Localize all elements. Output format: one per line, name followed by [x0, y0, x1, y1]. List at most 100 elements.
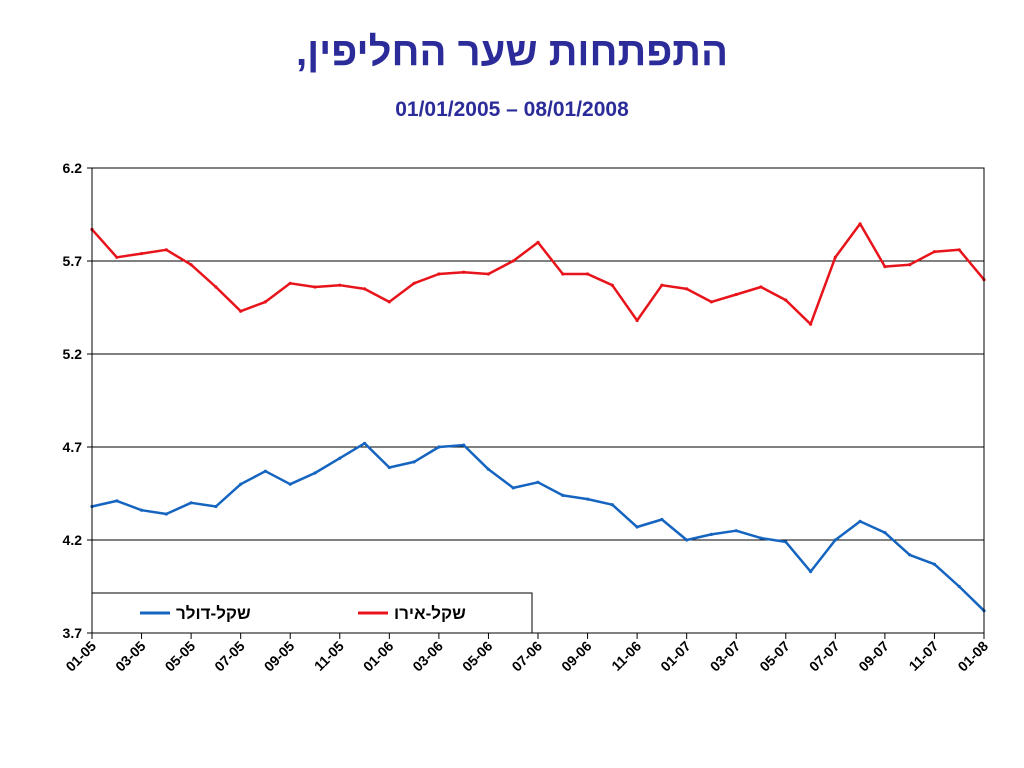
data-point — [189, 501, 193, 505]
data-point — [462, 443, 466, 447]
data-point — [610, 283, 614, 287]
series-line-0 — [91, 222, 985, 326]
data-point — [709, 300, 714, 304]
data-point — [784, 540, 788, 544]
x-tick-label: 07-05 — [211, 638, 248, 675]
data-point — [586, 497, 590, 501]
data-point — [759, 285, 763, 289]
x-tick-label: 01-08 — [954, 638, 991, 675]
data-point — [833, 255, 837, 259]
data-point — [164, 248, 168, 252]
chart-title: התפתחות שער החליפין, — [295, 30, 729, 74]
data-point — [412, 460, 416, 464]
x-tick-label: 03-05 — [112, 638, 149, 675]
y-tick-label: 3.7 — [63, 625, 83, 641]
legend: שקל-דולר שקל-אירו — [91, 592, 533, 634]
data-point — [883, 265, 887, 269]
data-point — [486, 467, 490, 471]
data-point — [660, 517, 664, 522]
data-point — [313, 471, 317, 475]
data-point — [685, 287, 689, 291]
x-tick-label: 05-05 — [162, 638, 199, 675]
data-point — [486, 272, 490, 276]
x-tick-label: 07-07 — [806, 638, 843, 675]
data-point — [957, 584, 961, 589]
data-point — [536, 480, 540, 484]
data-point — [387, 465, 391, 470]
data-point — [610, 503, 614, 507]
data-point — [140, 252, 144, 256]
x-tick-label: 01-06 — [360, 638, 397, 675]
data-point — [809, 570, 813, 574]
x-axis: 01-05 03-05 05-05 07-05 09-05 11-05 01-06 03-06… — [62, 633, 991, 674]
data-point — [586, 272, 590, 276]
data-point — [313, 285, 317, 289]
x-tick-label: 03-07 — [707, 638, 744, 675]
x-tick-label: 01-07 — [657, 638, 694, 675]
data-point — [363, 441, 367, 445]
series-layer — [90, 222, 986, 613]
data-point — [288, 281, 292, 285]
x-tick-label: 05-07 — [756, 638, 793, 675]
data-point — [957, 248, 961, 252]
x-tick-label: 07-06 — [508, 638, 545, 675]
y-tick-label: 6.2 — [63, 160, 83, 176]
data-point — [932, 250, 937, 254]
data-point — [214, 285, 218, 289]
data-point — [164, 512, 168, 516]
data-point — [437, 272, 441, 276]
data-point — [511, 486, 515, 490]
data-point — [338, 456, 342, 460]
data-point — [908, 263, 912, 267]
data-point — [883, 531, 887, 535]
data-point — [858, 222, 862, 226]
data-point — [115, 499, 119, 503]
data-point — [115, 255, 119, 259]
data-point — [189, 263, 193, 267]
data-point — [561, 493, 565, 497]
y-tick-label: 4.7 — [63, 439, 83, 455]
legend-label: שקל-דולר — [176, 604, 251, 623]
data-point — [809, 322, 813, 326]
data-point — [437, 445, 441, 449]
data-point — [734, 529, 738, 533]
data-point — [387, 300, 391, 304]
data-point — [536, 240, 540, 244]
legend-box — [91, 592, 533, 634]
x-tick-label: 11-06 — [608, 638, 644, 674]
legend-label: שקל-אירו — [394, 604, 466, 623]
data-point — [908, 553, 912, 557]
data-point — [214, 504, 218, 509]
data-point — [263, 469, 267, 473]
data-point — [635, 525, 639, 529]
data-point — [239, 482, 243, 486]
data-point — [833, 538, 837, 542]
data-point — [140, 508, 144, 512]
data-point — [462, 270, 466, 274]
data-point — [263, 300, 267, 304]
data-point — [561, 272, 565, 276]
y-tick-label: 5.2 — [63, 346, 83, 362]
x-tick-label: 11-05 — [311, 638, 347, 674]
data-point — [363, 287, 367, 291]
chart-subtitle: 01/01/2005 – 08/01/2008 — [395, 98, 629, 121]
data-point — [660, 283, 664, 287]
x-tick-label: 09-07 — [855, 638, 892, 675]
y-tick-label: 5.7 — [63, 253, 83, 269]
data-point — [709, 532, 714, 537]
x-tick-label: 05-06 — [459, 638, 496, 675]
data-point — [858, 519, 862, 524]
data-point — [932, 562, 937, 566]
series-line-1 — [91, 442, 985, 612]
x-tick-label: 09-06 — [558, 638, 595, 675]
x-tick-label: 09-05 — [261, 638, 298, 675]
x-tick-label: 03-06 — [409, 638, 446, 675]
data-point — [288, 482, 292, 486]
x-tick-label: 01-05 — [62, 638, 99, 675]
data-point — [635, 318, 639, 323]
data-point — [734, 292, 738, 297]
data-point — [239, 309, 243, 313]
x-tick-label: 11-07 — [905, 638, 941, 674]
y-tick-label: 4.2 — [63, 532, 83, 548]
